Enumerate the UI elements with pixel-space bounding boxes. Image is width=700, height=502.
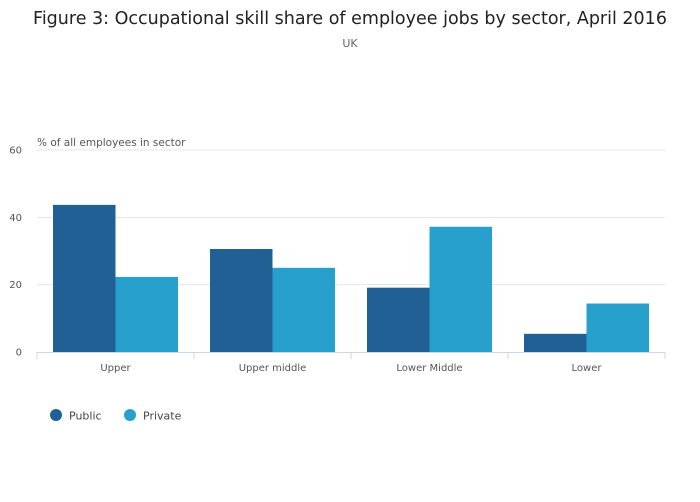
bars [53, 204, 649, 352]
y-tick-label: 40 [9, 213, 22, 224]
legend-swatch-public [50, 409, 62, 421]
chart-subtitle: UK [342, 37, 358, 50]
y-tick-label: 20 [9, 280, 22, 291]
bar-private [115, 276, 178, 352]
y-tick-labels: 0 20 40 60 [9, 146, 22, 359]
bar-private [586, 303, 649, 352]
gridlines [37, 149, 665, 286]
x-tick-label: Upper middle [239, 363, 307, 374]
chart-title: Figure 3: Occupational skill share of em… [33, 9, 667, 29]
bar-private [272, 267, 335, 352]
y-tick-label: 0 [16, 348, 22, 359]
legend-label-private: Private [143, 410, 182, 423]
legend-swatch-private [124, 409, 136, 421]
y-tick-label: 60 [9, 146, 22, 157]
bar-private [429, 226, 492, 352]
bar-public [367, 287, 430, 352]
x-tick-label: Upper [100, 363, 131, 374]
bar-public [210, 248, 273, 352]
bar-public [53, 204, 116, 352]
legend-label-public: Public [69, 410, 102, 423]
legend: Public Private [50, 409, 182, 423]
bar-public [524, 333, 587, 352]
x-axis: Upper Upper middle Lower Middle Lower [36, 352, 666, 374]
x-tick-label: Lower [572, 363, 603, 374]
y-axis-label: % of all employees in sector [37, 137, 186, 149]
x-tick-label: Lower Middle [396, 363, 462, 374]
